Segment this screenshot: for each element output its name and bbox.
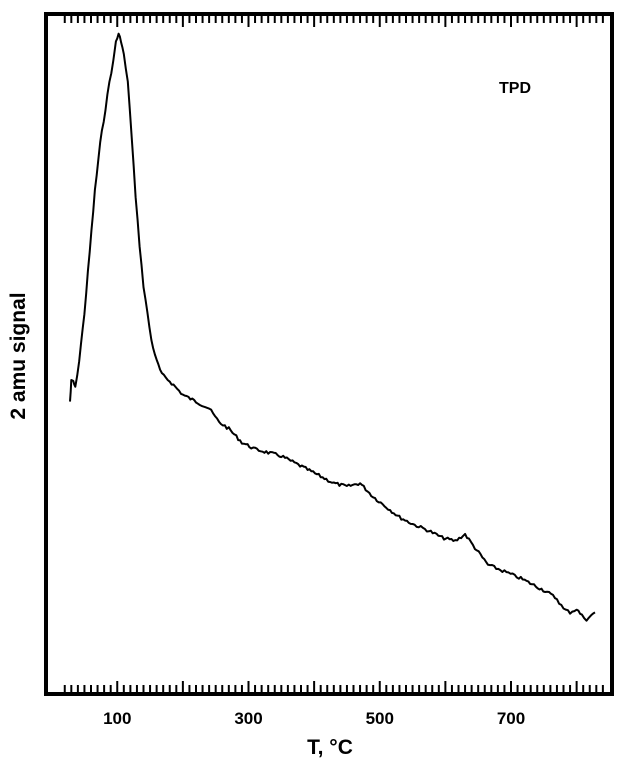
x-tick-label: 300 bbox=[234, 709, 262, 728]
x-tick-label: 700 bbox=[497, 709, 525, 728]
bottom-minor-ticks bbox=[63, 681, 604, 694]
x-tick-label: 500 bbox=[366, 709, 394, 728]
series-line bbox=[69, 32, 596, 622]
y-axis-label: 2 amu signal bbox=[7, 292, 30, 419]
x-tick-label: 100 bbox=[103, 709, 131, 728]
top-minor-ticks bbox=[63, 14, 604, 27]
tpd-annotation: TPD bbox=[499, 80, 531, 97]
series-group bbox=[69, 32, 596, 622]
x-axis-label: T, °C bbox=[307, 736, 353, 759]
x-tick-labels: 100 300 500 700 bbox=[103, 709, 525, 728]
